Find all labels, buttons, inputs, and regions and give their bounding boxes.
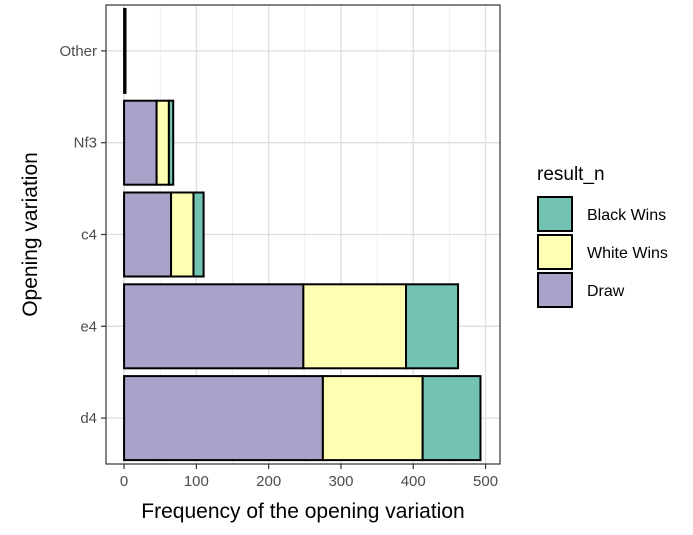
x-tick-label: 100 — [184, 473, 209, 490]
bar-segment — [123, 7, 127, 94]
legend-label: White Wins — [587, 245, 668, 262]
y-tick-label: d4 — [80, 410, 97, 427]
bar-segment — [321, 375, 424, 462]
legend-title: result_n — [537, 164, 605, 185]
y-tick-label: Nf3 — [74, 135, 97, 152]
bar-segment — [170, 191, 195, 278]
x-axis-title: Frequency of the opening variation — [141, 500, 464, 523]
y-tick-label: Other — [59, 43, 97, 60]
x-tick-label: 300 — [328, 473, 353, 490]
y-tick-label: e4 — [80, 318, 97, 335]
legend-label: Black Wins — [587, 207, 666, 224]
x-tick-label: 200 — [256, 473, 281, 490]
x-tick-label: 0 — [120, 473, 128, 490]
y-tick-label: c4 — [81, 227, 97, 244]
legend-key — [537, 196, 573, 232]
x-tick-label: 400 — [401, 473, 426, 490]
axis-ticks: 0 100 200 300 400 500 d4 e4 c4 Nf3 Other — [59, 43, 498, 490]
bar-segment — [123, 191, 173, 278]
x-tick-label: 500 — [473, 473, 498, 490]
bar-segment — [123, 375, 324, 462]
bar-segment — [155, 99, 170, 186]
bars — [123, 7, 482, 462]
legend-label: Draw — [587, 283, 625, 300]
y-axis-title: Opening variation — [19, 152, 42, 317]
legend-key — [537, 272, 573, 308]
legend-key — [537, 234, 573, 270]
bar-segment — [123, 283, 305, 370]
bar-segment — [421, 375, 482, 462]
bar-segment — [192, 191, 205, 278]
legend: result_n Black Wins White Wins Draw — [537, 164, 668, 308]
bar-segment — [167, 99, 175, 186]
bar-segment — [123, 99, 158, 186]
bar-segment — [405, 283, 460, 370]
bar-segment — [302, 283, 408, 370]
